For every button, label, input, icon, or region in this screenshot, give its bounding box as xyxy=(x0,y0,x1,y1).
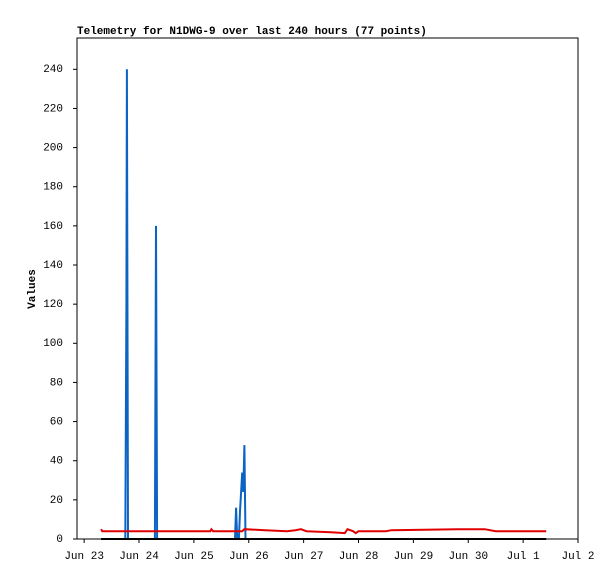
y-tick-label: 160 xyxy=(43,221,63,233)
y-tick-label: 0 xyxy=(56,534,63,546)
y-tick-label: 220 xyxy=(43,103,63,115)
y-tick-label: 40 xyxy=(50,456,63,468)
series-line xyxy=(100,527,547,535)
series-line xyxy=(101,69,547,540)
y-tick-label: 240 xyxy=(43,64,63,76)
y-tick-label: 120 xyxy=(43,299,63,311)
y-tick-label: 180 xyxy=(43,182,63,194)
y-tick-label: 20 xyxy=(50,495,63,507)
x-tick-label: Jun 28 xyxy=(339,551,379,563)
x-tick-label: Jul 1 xyxy=(507,551,540,563)
y-tick-label: 60 xyxy=(50,416,63,428)
y-tick-label: 100 xyxy=(43,338,63,350)
chart-title: Telemetry for N1DWG-9 over last 240 hour… xyxy=(77,26,427,38)
x-tick-label: Jun 24 xyxy=(119,551,159,563)
x-tick-label: Jun 26 xyxy=(229,551,269,563)
y-tick-label: 200 xyxy=(43,143,63,155)
y-tick-label: 80 xyxy=(50,377,63,389)
y-tick-label: 140 xyxy=(43,260,63,272)
x-tick-label: Jun 27 xyxy=(284,551,324,563)
x-tick-label: Jun 29 xyxy=(394,551,434,563)
x-tick-label: Jun 23 xyxy=(64,551,104,563)
x-tick-label: Jun 30 xyxy=(448,551,488,563)
x-tick-label: Jun 25 xyxy=(174,551,214,563)
y-axis-label: Values xyxy=(27,269,39,309)
x-tick-label: Jul 2 xyxy=(561,551,594,563)
